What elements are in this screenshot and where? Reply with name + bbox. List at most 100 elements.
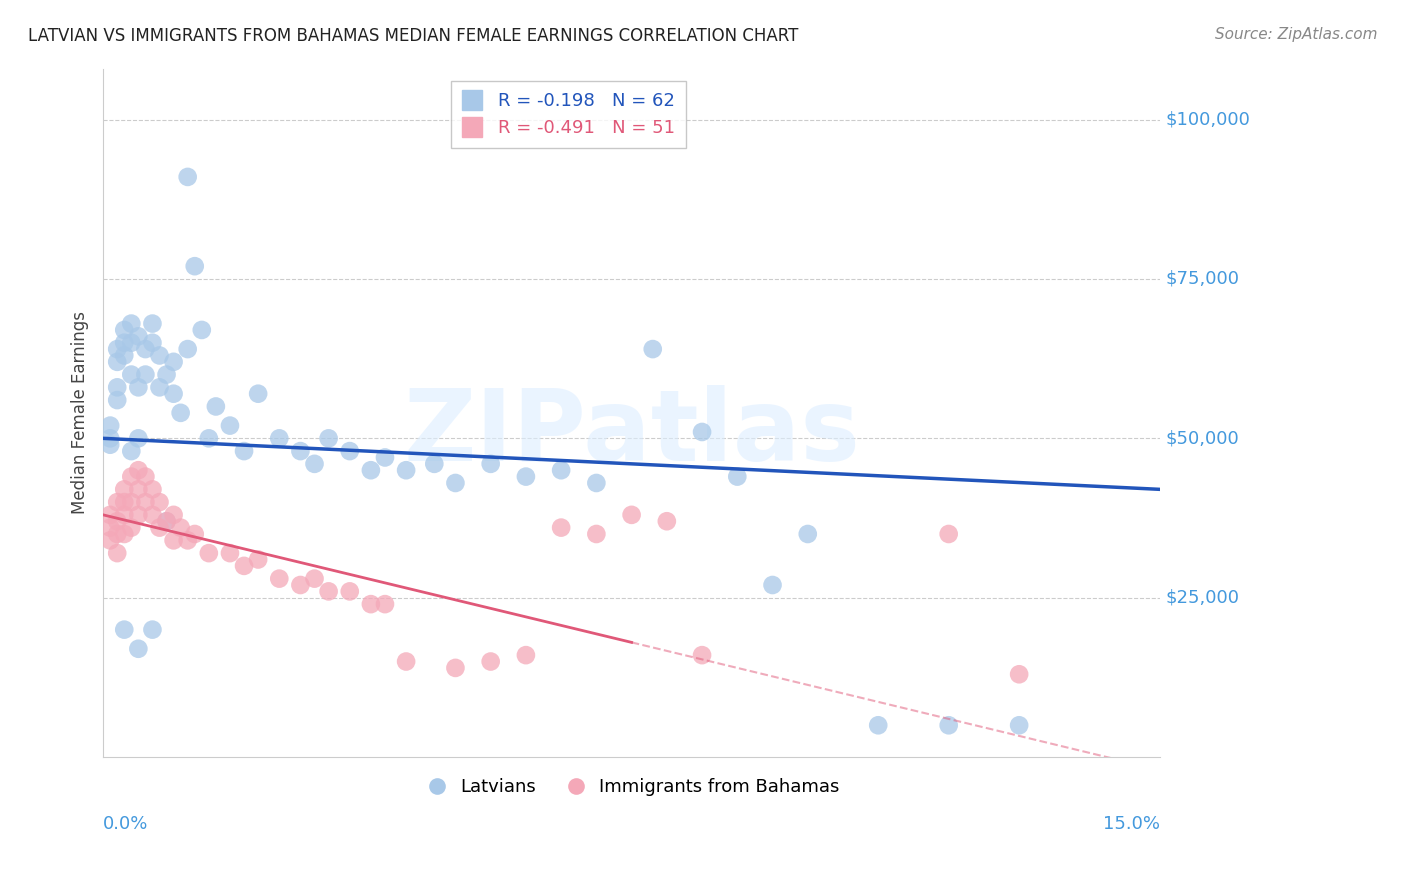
Point	[141, 317, 163, 331]
Point	[105, 380, 128, 394]
Point	[219, 546, 242, 560]
Point	[304, 457, 326, 471]
Point	[176, 342, 198, 356]
Point	[198, 546, 221, 560]
Point	[127, 641, 149, 656]
Point	[127, 431, 149, 445]
Point	[148, 380, 170, 394]
Point	[134, 495, 156, 509]
Point	[155, 368, 177, 382]
Point	[290, 444, 312, 458]
Legend: Latvians, Immigrants from Bahamas: Latvians, Immigrants from Bahamas	[416, 771, 846, 803]
Point	[141, 335, 163, 350]
Point	[620, 508, 643, 522]
Point	[233, 558, 256, 573]
Text: $25,000: $25,000	[1166, 589, 1239, 607]
Point	[339, 444, 361, 458]
Point	[162, 508, 184, 522]
Point	[112, 483, 135, 497]
Text: ZIPatlas: ZIPatlas	[404, 385, 860, 482]
Point	[515, 648, 537, 662]
Point	[360, 597, 382, 611]
Point	[134, 342, 156, 356]
Point	[360, 463, 382, 477]
Point	[725, 469, 748, 483]
Point	[938, 527, 960, 541]
Point	[868, 718, 890, 732]
Point	[247, 552, 270, 566]
Point	[155, 514, 177, 528]
Point	[120, 444, 142, 458]
Point	[938, 718, 960, 732]
Point	[120, 368, 142, 382]
Point	[550, 520, 572, 534]
Point	[98, 508, 121, 522]
Point	[444, 661, 467, 675]
Point	[105, 342, 128, 356]
Point	[105, 527, 128, 541]
Point	[120, 317, 142, 331]
Point	[98, 438, 121, 452]
Point	[423, 457, 446, 471]
Point	[127, 483, 149, 497]
Point	[127, 380, 149, 394]
Point	[395, 655, 418, 669]
Point	[98, 533, 121, 548]
Point	[1008, 667, 1031, 681]
Point	[374, 597, 396, 611]
Point	[155, 514, 177, 528]
Point	[169, 520, 191, 534]
Point	[219, 418, 242, 433]
Point	[374, 450, 396, 465]
Point	[176, 169, 198, 184]
Point	[339, 584, 361, 599]
Point	[690, 648, 713, 662]
Point	[290, 578, 312, 592]
Point	[112, 323, 135, 337]
Point	[585, 475, 607, 490]
Point	[585, 527, 607, 541]
Point	[98, 418, 121, 433]
Point	[127, 463, 149, 477]
Point	[98, 520, 121, 534]
Text: $50,000: $50,000	[1166, 429, 1239, 448]
Point	[112, 508, 135, 522]
Point	[141, 483, 163, 497]
Point	[112, 335, 135, 350]
Point	[395, 463, 418, 477]
Point	[120, 495, 142, 509]
Point	[134, 469, 156, 483]
Point	[105, 514, 128, 528]
Point	[162, 355, 184, 369]
Point	[162, 533, 184, 548]
Point	[127, 329, 149, 343]
Point	[304, 572, 326, 586]
Text: 0.0%: 0.0%	[103, 814, 149, 832]
Point	[318, 584, 340, 599]
Point	[169, 406, 191, 420]
Text: $75,000: $75,000	[1166, 270, 1239, 288]
Point	[148, 495, 170, 509]
Point	[479, 457, 502, 471]
Point	[550, 463, 572, 477]
Point	[233, 444, 256, 458]
Text: 15.0%: 15.0%	[1104, 814, 1160, 832]
Point	[247, 386, 270, 401]
Point	[98, 431, 121, 445]
Point	[797, 527, 820, 541]
Point	[162, 386, 184, 401]
Point	[134, 368, 156, 382]
Point	[690, 425, 713, 439]
Point	[205, 400, 228, 414]
Point	[184, 527, 207, 541]
Point	[269, 572, 291, 586]
Text: $100,000: $100,000	[1166, 111, 1250, 128]
Text: Source: ZipAtlas.com: Source: ZipAtlas.com	[1215, 27, 1378, 42]
Point	[479, 655, 502, 669]
Point	[148, 520, 170, 534]
Point	[176, 533, 198, 548]
Point	[112, 623, 135, 637]
Point	[444, 475, 467, 490]
Point	[641, 342, 664, 356]
Point	[112, 495, 135, 509]
